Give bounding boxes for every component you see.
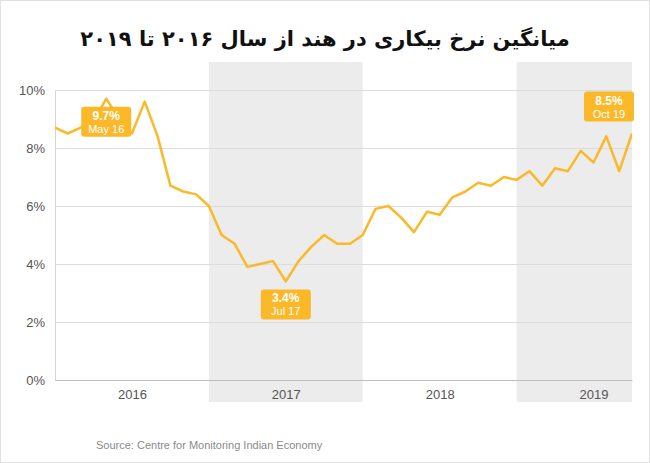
x-tick: 2019 — [580, 380, 609, 402]
y-tick: 10% — [19, 83, 632, 98]
grid-line — [55, 90, 632, 91]
y-tick-label: 10% — [19, 83, 45, 98]
source: Source: Centre for Monitoring Indian Eco… — [96, 439, 323, 451]
grid-line — [55, 322, 632, 323]
y-tick-label: 2% — [26, 315, 45, 330]
unemployment-line — [55, 99, 632, 282]
chart: 0% 2% 4% 6% 8% 10% 2016 2017 2018 2019 9.7%May 16 3… — [0, 0, 650, 463]
annotation-box — [584, 92, 634, 122]
y-axis: 0% 2% 4% 6% 8% 10% — [19, 83, 632, 388]
y-tick-label: 8% — [26, 141, 45, 156]
x-tick-label: 2019 — [580, 387, 609, 402]
y-tick: 0% — [26, 373, 632, 388]
grid-line — [55, 206, 632, 207]
y-axis-line — [55, 91, 56, 381]
data — [55, 99, 632, 282]
annotation: 3.4%Jul 17 — [261, 289, 311, 319]
annotation-value: 8.5% — [595, 94, 623, 108]
x-tick: 2018 — [426, 380, 455, 402]
y-tick-label: 6% — [26, 199, 45, 214]
grid-line — [55, 148, 632, 149]
x-tick-label: 2017 — [272, 387, 301, 402]
x-tick-label: 2018 — [426, 387, 455, 402]
annotation-date: Jul 17 — [271, 305, 300, 317]
annotation: 8.5%Oct 19 — [584, 92, 634, 122]
y-tick-label: 0% — [26, 373, 45, 388]
annotations: 9.7%May 16 3.4%Jul 17 8.5%Oct 19 — [81, 92, 634, 320]
x-tick: 2017 — [272, 380, 301, 402]
y-tick: 8% — [26, 141, 632, 156]
x-tick-label: 2016 — [118, 387, 147, 402]
background — [1, 1, 650, 463]
grid-line — [55, 380, 632, 381]
annotation-value: 9.7% — [93, 109, 121, 123]
y-tick: 2% — [26, 315, 632, 330]
annotation: 9.7%May 16 — [81, 107, 131, 137]
x-tick: 2016 — [118, 380, 147, 402]
y-tick: 6% — [26, 199, 632, 214]
year-shading — [209, 62, 632, 402]
grid-line — [55, 264, 632, 265]
annotation-date: Oct 19 — [593, 108, 625, 120]
y-tick: 4% — [26, 257, 632, 272]
x-axis-line — [56, 380, 633, 381]
x-axis: 2016 2017 2018 2019 — [56, 380, 633, 402]
annotation-value: 3.4% — [272, 291, 300, 305]
year-band — [209, 62, 363, 402]
annotation-box — [261, 289, 311, 319]
annotation-date: May 16 — [88, 123, 124, 135]
annotation-box — [81, 107, 131, 137]
year-band — [517, 62, 632, 402]
title: میانگین نرخ بیکاری در هند از سال ۲۰۱۶ تا… — [80, 26, 569, 51]
y-tick-label: 4% — [26, 257, 45, 272]
